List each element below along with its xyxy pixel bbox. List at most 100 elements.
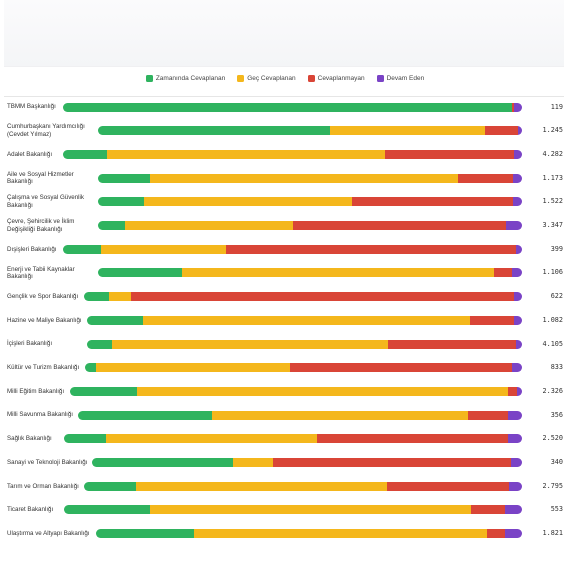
segment-devam-eden[interactable]	[513, 292, 522, 302]
segment-gec[interactable]	[136, 386, 509, 396]
segment-gec[interactable]	[108, 292, 131, 302]
stacked-bar[interactable]	[85, 363, 522, 373]
segment-zamaninda[interactable]	[87, 339, 112, 349]
segment-gec[interactable]	[106, 434, 317, 444]
segment-zamaninda[interactable]	[98, 126, 330, 136]
segment-cevaplanmayan[interactable]	[388, 339, 516, 349]
segment-cevaplanmayan[interactable]	[351, 197, 514, 207]
segment-zamaninda[interactable]	[70, 386, 137, 396]
segment-zamaninda[interactable]	[64, 434, 107, 444]
legend-entry[interactable]: Cevaplanmayan	[307, 74, 365, 82]
segment-devam-eden[interactable]	[505, 529, 522, 539]
segment-zamaninda[interactable]	[63, 102, 512, 112]
segment-gec[interactable]	[149, 505, 471, 515]
stacked-bar[interactable]	[84, 292, 522, 302]
segment-zamaninda[interactable]	[64, 505, 150, 515]
segment-gec[interactable]	[150, 173, 459, 183]
stacked-bar[interactable]	[96, 529, 522, 539]
segment-devam-eden[interactable]	[513, 315, 522, 325]
stacked-bar[interactable]	[98, 268, 522, 278]
segment-gec[interactable]	[96, 363, 290, 373]
stacked-bar[interactable]	[87, 315, 522, 325]
segment-cevaplanmayan[interactable]	[485, 126, 518, 136]
segment-gec[interactable]	[106, 149, 385, 159]
category-label: Tarım ve Orman Bakanlığı	[7, 482, 79, 490]
segment-cevaplanmayan[interactable]	[458, 173, 514, 183]
segment-devam-eden[interactable]	[514, 102, 522, 112]
segment-zamaninda[interactable]	[98, 197, 145, 207]
segment-gec[interactable]	[111, 339, 389, 349]
segment-cevaplanmayan[interactable]	[486, 529, 506, 539]
stacked-bar[interactable]	[63, 102, 522, 112]
segment-cevaplanmayan[interactable]	[273, 458, 511, 467]
segment-zamaninda[interactable]	[98, 221, 126, 230]
segment-gec[interactable]	[182, 268, 494, 278]
segment-devam-eden[interactable]	[515, 339, 522, 349]
stacked-bar[interactable]	[98, 197, 522, 207]
segment-cevaplanmayan[interactable]	[470, 505, 506, 515]
segment-devam-eden[interactable]	[517, 386, 522, 396]
legend-entry[interactable]: Devam Eden	[376, 74, 424, 82]
segment-cevaplanmayan[interactable]	[386, 481, 509, 491]
segment-cevaplanmayan[interactable]	[493, 268, 512, 278]
segment-cevaplanmayan[interactable]	[130, 292, 514, 302]
stacked-bar[interactable]	[63, 244, 522, 254]
segment-gec[interactable]	[329, 126, 486, 136]
segment-gec[interactable]	[100, 244, 227, 254]
segment-zamaninda[interactable]	[78, 410, 213, 420]
segment-zamaninda[interactable]	[84, 481, 136, 491]
category-label: Milli Eğitim Bakanlığı	[7, 387, 65, 395]
segment-cevaplanmayan[interactable]	[293, 221, 507, 230]
segment-zamaninda[interactable]	[96, 529, 194, 539]
stacked-bar[interactable]	[64, 434, 522, 444]
segment-devam-eden[interactable]	[515, 244, 522, 254]
segment-devam-eden[interactable]	[507, 410, 522, 420]
segment-devam-eden[interactable]	[511, 268, 522, 278]
stacked-bar[interactable]	[70, 386, 522, 396]
stacked-bar[interactable]	[92, 458, 522, 467]
segment-gec[interactable]	[143, 315, 471, 325]
stacked-bar[interactable]	[98, 126, 522, 136]
segment-devam-eden[interactable]	[506, 221, 522, 230]
segment-zamaninda[interactable]	[98, 173, 151, 183]
segment-cevaplanmayan[interactable]	[226, 244, 516, 254]
segment-devam-eden[interactable]	[513, 173, 522, 183]
stacked-bar[interactable]	[63, 149, 522, 159]
segment-devam-eden[interactable]	[513, 197, 522, 207]
segment-devam-eden[interactable]	[508, 434, 522, 444]
segment-zamaninda[interactable]	[63, 244, 101, 254]
legend-entry[interactable]: Geç Cevaplanan	[237, 74, 296, 82]
segment-cevaplanmayan[interactable]	[289, 363, 512, 373]
segment-zamaninda[interactable]	[85, 363, 97, 373]
segment-devam-eden[interactable]	[511, 363, 522, 373]
segment-cevaplanmayan[interactable]	[508, 386, 518, 396]
segment-gec[interactable]	[193, 529, 487, 539]
segment-devam-eden[interactable]	[513, 149, 522, 159]
segment-cevaplanmayan[interactable]	[316, 434, 509, 444]
segment-cevaplanmayan[interactable]	[511, 102, 515, 112]
stacked-bar[interactable]	[98, 173, 522, 183]
segment-zamaninda[interactable]	[87, 315, 144, 325]
segment-devam-eden[interactable]	[505, 505, 522, 515]
legend-entry[interactable]: Zamanında Cevaplanan	[145, 74, 225, 82]
stacked-bar[interactable]	[78, 410, 522, 420]
segment-gec[interactable]	[125, 221, 294, 230]
segment-cevaplanmayan[interactable]	[468, 410, 508, 420]
segment-gec[interactable]	[135, 481, 387, 491]
segment-cevaplanmayan[interactable]	[470, 315, 514, 325]
segment-zamaninda[interactable]	[84, 292, 109, 302]
segment-devam-eden[interactable]	[508, 481, 522, 491]
stacked-bar[interactable]	[98, 221, 522, 230]
segment-devam-eden[interactable]	[517, 126, 522, 136]
segment-zamaninda[interactable]	[98, 268, 183, 278]
segment-gec[interactable]	[144, 197, 352, 207]
stacked-bar[interactable]	[84, 481, 522, 491]
segment-zamaninda[interactable]	[92, 458, 234, 467]
segment-devam-eden[interactable]	[510, 458, 522, 467]
segment-gec[interactable]	[233, 458, 274, 467]
segment-zamaninda[interactable]	[63, 149, 107, 159]
stacked-bar[interactable]	[64, 505, 522, 515]
stacked-bar[interactable]	[87, 339, 522, 349]
segment-gec[interactable]	[212, 410, 469, 420]
segment-cevaplanmayan[interactable]	[384, 149, 514, 159]
